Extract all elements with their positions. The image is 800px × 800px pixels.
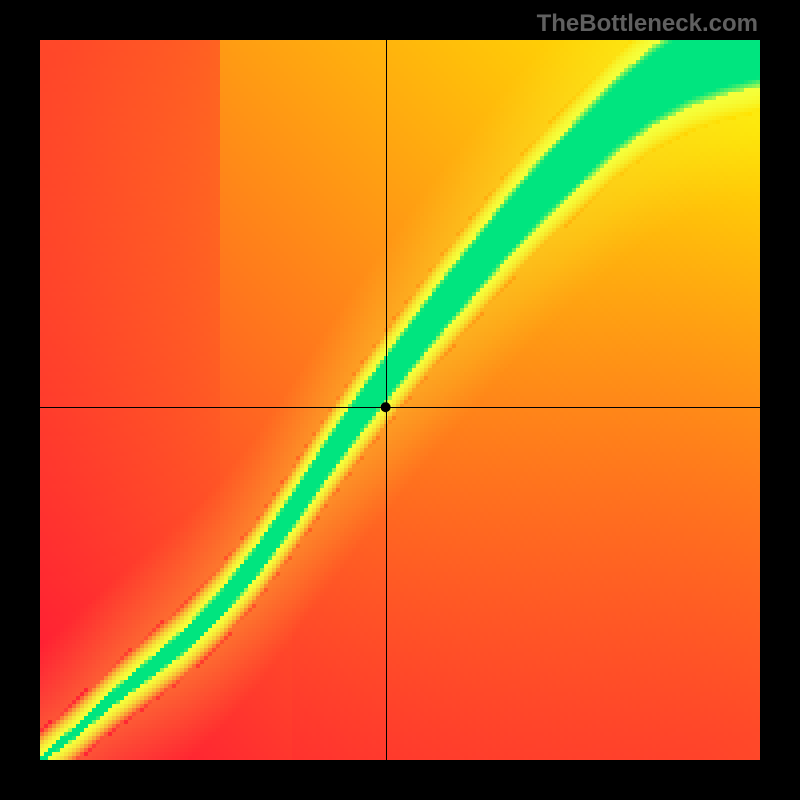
watermark: TheBottleneck.com <box>537 10 758 38</box>
chart-container: TheBottleneck.com <box>0 0 800 800</box>
heatmap-canvas <box>0 0 800 800</box>
